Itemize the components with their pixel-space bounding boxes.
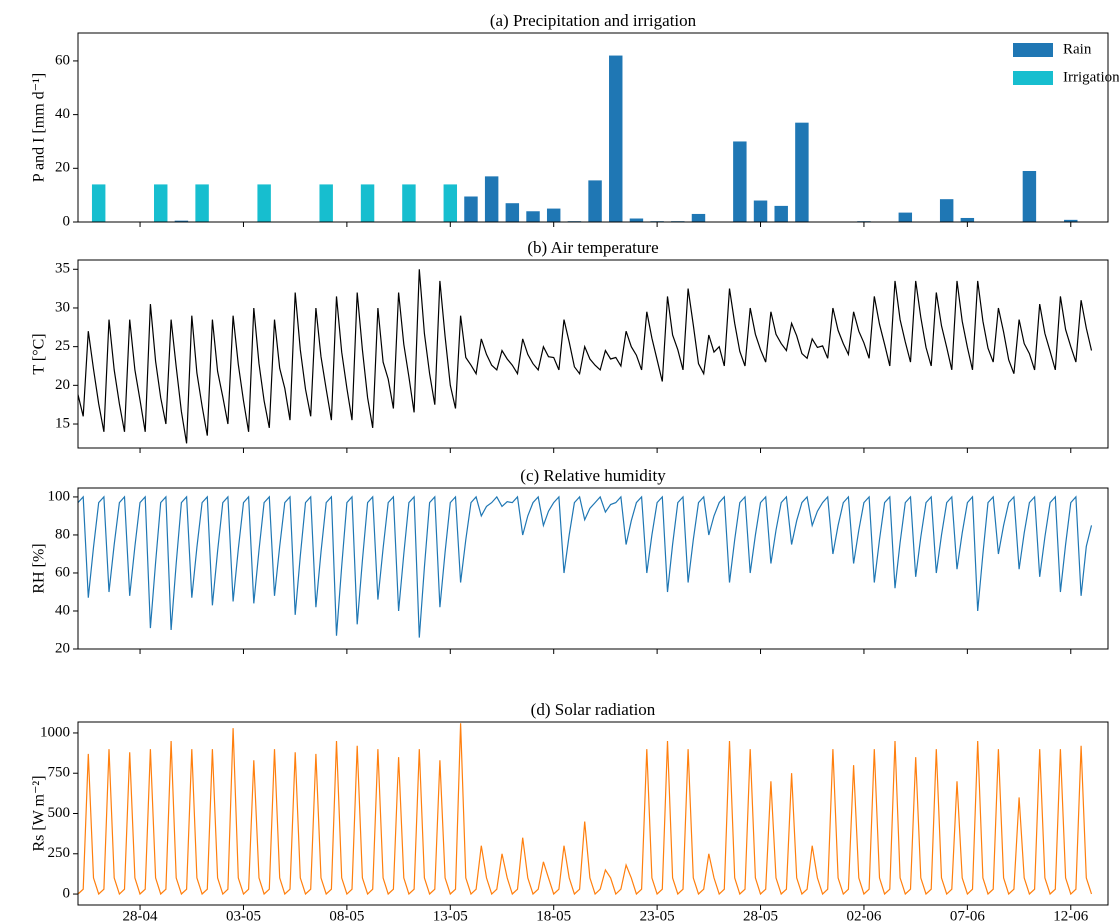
y-tick-label: 500	[48, 805, 71, 821]
bar	[795, 122, 809, 222]
y-tick-label: 1000	[40, 724, 70, 740]
panel-title: (d) Solar radiation	[531, 700, 656, 719]
y-tick-label: 0	[63, 885, 71, 901]
y-tick-label: 60	[55, 564, 70, 580]
y-axis-label: RH [%]	[31, 543, 48, 593]
bar	[629, 218, 644, 222]
bar	[546, 208, 561, 222]
x-tick-label: 13-05	[433, 908, 468, 924]
legend-label: Rain	[1063, 41, 1092, 57]
y-tick-label: 250	[48, 845, 71, 861]
bar	[753, 200, 768, 222]
y-tick-label: 20	[55, 640, 70, 656]
legend-swatch	[1013, 43, 1053, 57]
y-tick-label: 20	[55, 377, 70, 393]
y-tick-label: 40	[55, 602, 70, 618]
bar	[195, 184, 209, 222]
bar	[733, 141, 747, 222]
x-tick-label: 18-05	[536, 908, 571, 924]
bar	[360, 184, 375, 222]
x-tick-label: 03-05	[226, 908, 261, 924]
y-tick-label: 30	[55, 299, 70, 315]
y-axis-label: P and I [mm d⁻¹]	[31, 73, 48, 183]
x-tick-label: 12-06	[1053, 908, 1088, 924]
line	[77, 723, 1093, 896]
y-tick-label: 80	[55, 526, 70, 542]
x-tick-label: 08-05	[329, 908, 364, 924]
legend-swatch	[1013, 71, 1053, 85]
y-tick-label: 20	[55, 160, 70, 176]
y-tick-label: 35	[55, 261, 70, 277]
panel-title: (c) Relative humidity	[520, 466, 666, 485]
bar	[319, 184, 333, 222]
y-axis-label: T [°C]	[31, 333, 48, 374]
axes-frame	[77, 259, 1109, 449]
line	[77, 495, 1093, 638]
y-tick-label: 750	[48, 765, 71, 781]
bar	[609, 55, 623, 223]
y-tick-label: 25	[55, 338, 70, 354]
axes-frame	[77, 721, 1109, 906]
x-tick-label: 02-06	[846, 908, 881, 924]
bar	[960, 217, 975, 222]
bar	[505, 203, 520, 222]
bar	[526, 211, 540, 222]
bar	[1064, 219, 1078, 222]
axes-frame	[77, 32, 1109, 223]
y-axis-label: Rs [W m⁻²]	[31, 775, 48, 851]
y-tick-label: 40	[55, 106, 70, 122]
bar	[774, 205, 788, 222]
bar	[154, 184, 168, 222]
legend-label: Irrigation	[1063, 69, 1119, 85]
y-tick-label: 100	[48, 488, 71, 504]
bar	[691, 213, 706, 222]
bar	[939, 199, 954, 222]
bar	[898, 212, 913, 222]
y-tick-label: 60	[55, 52, 70, 68]
bar	[174, 220, 189, 222]
bar	[464, 196, 478, 222]
x-tick-label: 28-05	[743, 908, 778, 924]
bar	[257, 184, 271, 222]
bar	[1022, 170, 1037, 222]
x-tick-label: 28-04	[123, 908, 158, 924]
bar	[402, 184, 416, 222]
bar	[443, 184, 458, 222]
bar	[91, 184, 106, 222]
x-tick-label: 23-05	[640, 908, 675, 924]
line	[77, 269, 1093, 444]
panel-title: (b) Air temperature	[527, 238, 658, 257]
x-tick-label: 07-06	[950, 908, 985, 924]
y-tick-label: 0	[63, 213, 71, 229]
axes-frame	[77, 487, 1109, 650]
panel-title: (a) Precipitation and irrigation	[490, 11, 697, 30]
bar	[588, 180, 602, 222]
y-tick-label: 15	[55, 415, 70, 431]
bar	[484, 176, 499, 222]
